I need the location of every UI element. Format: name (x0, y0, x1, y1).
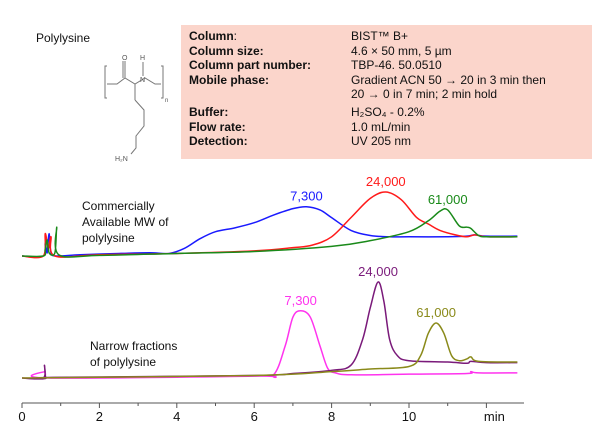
panel1-annotation: Commercially Available MW of polylysine (82, 199, 169, 245)
oxygen-label: O (122, 55, 128, 62)
peak-label: 61,000 (416, 305, 456, 320)
trace-panel2-24000 (21, 281, 518, 380)
x-tick-label: 0 (18, 409, 25, 424)
x-tick-label: 2 (96, 409, 103, 424)
amine-label: H₂N (115, 156, 128, 163)
peak-label: 7,300 (284, 293, 317, 308)
x-tick-label: 8 (328, 409, 335, 424)
trace-panel1-61000 (21, 208, 518, 258)
x-tick-label: 4 (173, 409, 180, 424)
trace-panel1-24000 (21, 191, 518, 259)
panel2-annotation: Narrow fractions of polylysine (90, 339, 178, 369)
polylysine-structure: O H N n H₂N (104, 55, 168, 163)
x-tick-label: 6 (251, 409, 258, 424)
peak-label: 24,000 (366, 174, 406, 189)
conditions-box: Column: BIST™ B+ Column size: 4.6 × 50 mm,… (181, 25, 592, 159)
x-axis-label: min (484, 409, 505, 424)
trace-panel2-61000 (21, 322, 518, 379)
x-tick-label: 10 (402, 409, 416, 424)
repeat-n-label: n (165, 98, 168, 104)
peak-label: 61,000 (428, 192, 468, 207)
peak-label: 24,000 (358, 264, 398, 279)
nitrogen-label: N (140, 77, 145, 84)
peak-label: 7,300 (290, 189, 323, 204)
compound-name: Polylysine (36, 31, 91, 45)
hydrogen-label: H (140, 55, 145, 62)
